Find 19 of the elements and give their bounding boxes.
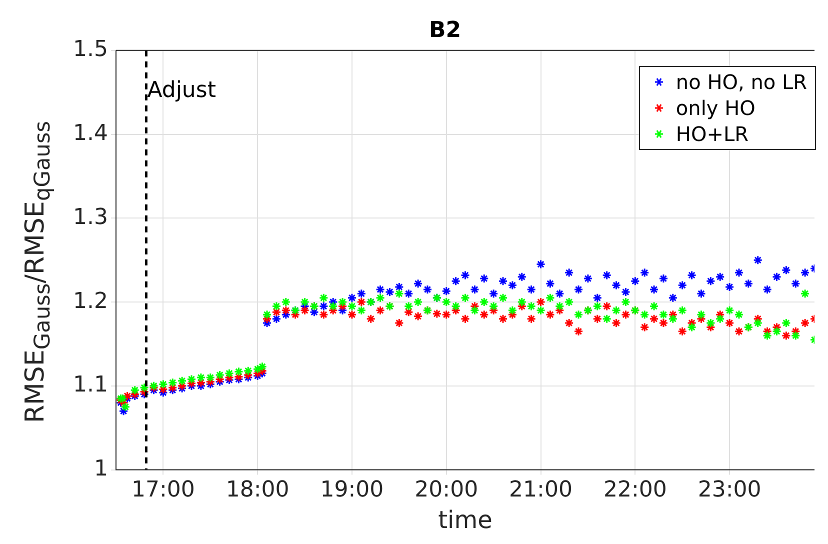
- legend-label: only HO: [676, 95, 756, 121]
- y-tick-label: 1.4: [72, 121, 108, 146]
- ref-line-label: Adjust: [147, 78, 216, 104]
- x-tick-label: 18:00: [226, 478, 290, 503]
- legend-label: HO+LR: [676, 121, 748, 147]
- y-tick-label: 1.2: [72, 288, 108, 314]
- x-tick-label: 21:00: [509, 478, 572, 503]
- chart-title: B2: [428, 18, 462, 43]
- y-tick-label: 1.1: [72, 372, 108, 398]
- x-axis-title: time: [438, 506, 492, 534]
- x-tick-label: 22:00: [603, 478, 667, 503]
- y-tick-label: 1: [94, 456, 108, 482]
- y-tick-label: 1.3: [72, 204, 108, 230]
- x-tick-label: 17:00: [131, 478, 195, 503]
- x-tick-label: 20:00: [414, 478, 478, 503]
- x-tick-label: 23:00: [698, 478, 762, 503]
- x-tick-label: 19:00: [320, 478, 384, 503]
- y-tick-label: 1.5: [72, 37, 108, 62]
- legend-label: no HO, no LR: [676, 69, 807, 95]
